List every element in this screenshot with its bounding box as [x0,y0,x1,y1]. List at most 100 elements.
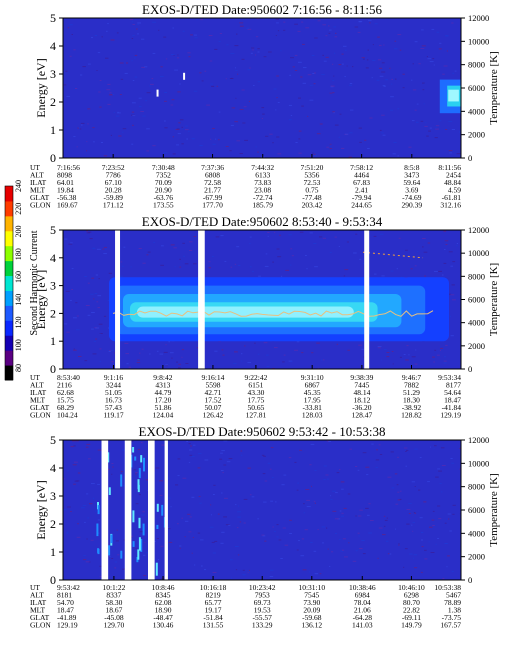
table-cell: 18.47 [444,396,461,405]
spike [132,510,135,523]
y-tick-label: 2 [50,517,56,531]
data-dot [156,89,159,97]
panel-2: EXOS-D/TED Date:950602 8:53:40 - 9:53:34… [30,214,500,420]
colorbar-segment [5,260,13,277]
table-cell: 169.67 [57,201,78,210]
table-cell: 141.03 [352,621,373,630]
table-cell: 7:23:52 [102,163,125,172]
table-cell: 126.42 [203,411,224,420]
table-cell: 51.86 [154,403,171,412]
table-cell: 21.06 [354,606,371,615]
table-cell: -55.57 [253,613,273,622]
colorbar-frame [4,185,14,381]
table-cell: 7882 [404,381,419,390]
band-layer [137,306,354,318]
panel-title: EXOS-D/TED Date:950602 9:53:42 - 10:53:3… [139,424,386,439]
table-cell: 20.90 [155,186,172,195]
table-cell: 23.08 [254,186,271,195]
y-tick-label: 0 [50,362,56,376]
enhancement-peak [448,89,459,102]
spike [143,457,145,472]
y-tick-label: 3 [50,67,56,81]
y-tick-label: 4 [50,39,56,53]
y-tick-label: 3 [50,489,56,503]
spike [137,549,140,560]
table-cell: 17.75 [247,396,264,405]
temperature-trace [112,310,434,317]
spike [132,447,135,453]
table-cell: 6151 [248,381,263,390]
table-cell: 9:53:34 [438,373,461,382]
table-row-label: UT [30,163,40,172]
table-cell: 128.82 [401,411,422,420]
spike [156,524,159,529]
spike [132,541,135,547]
y-tick-label: 5 [50,433,56,447]
table-cell: -41.84 [442,403,462,412]
table-cell: 51.05 [105,388,122,397]
spike [134,456,137,461]
table-cell: 6867 [305,381,320,390]
table-cell: 65.77 [205,598,222,607]
table-cell: 78.89 [444,598,461,607]
table-cell: 5598 [205,381,220,390]
plot-area [63,18,461,158]
spike [97,548,100,555]
y-tick-label: 4 [50,251,56,265]
table-cell: 59.64 [403,178,420,187]
table-cell: 129.19 [440,411,461,420]
table-cell: 8:53:40 [57,373,80,382]
table-cell: 9:31:10 [301,373,324,382]
colorbar-segment [5,350,13,366]
table-cell: 8098 [57,171,72,180]
table-cell: 119.17 [103,411,124,420]
data-gap [364,230,370,369]
table-cell: 50.07 [205,403,222,412]
y-tick-label: 2 [50,306,56,320]
data-gap [164,440,168,580]
table-cell: 6133 [255,171,270,180]
colorbar-segment [5,305,13,321]
spike [161,504,164,516]
table-cell: 8177 [446,381,461,390]
colorbar-segment [5,335,13,351]
colorbar-segment [5,290,13,306]
table-cell: -48.47 [153,613,173,622]
table-cell: 133.29 [252,621,273,630]
table-cell: 5467 [446,591,461,600]
table-row-label: UT [30,373,40,382]
table-cell: 18.47 [57,606,74,615]
table-cell: 17.52 [205,396,222,405]
y2-tick-label: 8000 [468,271,485,281]
y2-tick-label: 4000 [468,106,485,116]
colorbar-segment [5,275,13,291]
plot-area [63,440,461,580]
table-cell: 15.75 [57,396,74,405]
table-row-label: GLON [30,201,51,210]
table-cell: 7352 [156,171,171,180]
spike [138,517,141,529]
y2-tick-label: 0 [468,575,472,585]
table-cell: 16.73 [105,396,122,405]
colorbar-label: Second Harmonic Current [29,230,40,335]
table-cell: 10:8:46 [152,583,175,592]
y2-tick-label: 6000 [468,295,485,305]
table-cell: 7953 [255,591,270,600]
table-cell: 128.03 [302,411,323,420]
table-cell: 68.29 [57,403,74,412]
data-gap [198,230,205,369]
table-row-label: MLT [30,396,46,405]
y-tick-label: 0 [50,573,56,587]
y-tick-label: 2 [50,95,56,109]
colorbar-segment [5,320,13,336]
table-cell: -59.89 [103,193,123,202]
table-cell: 6808 [205,171,220,180]
table-cell: 62.68 [57,388,74,397]
data-gap [101,440,109,580]
table-cell: 8337 [106,591,121,600]
table-cell: 4.59 [448,186,461,195]
table-row-label: UT [30,583,40,592]
table-cell: 129.19 [57,621,78,630]
colorbar-tick-label: 180 [14,248,23,260]
